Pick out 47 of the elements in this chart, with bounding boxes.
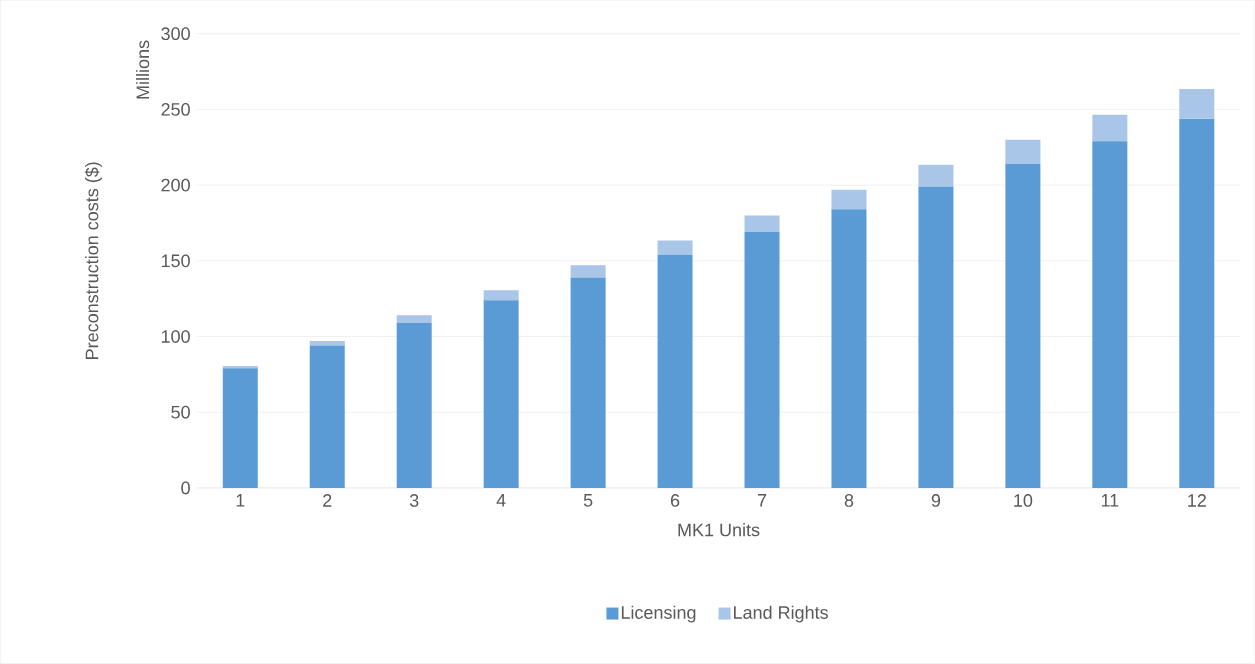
bar (744, 232, 780, 489)
x-tick-label: 6 (670, 494, 680, 508)
bar (1005, 139, 1041, 165)
bar (570, 277, 606, 489)
legend-label: Licensing (621, 605, 696, 623)
x-axis-title: MK1 Units (678, 523, 760, 537)
x-tick-label: 5 (583, 494, 593, 507)
y-tick-label: 50 (171, 405, 190, 419)
x-tick-label: 4 (496, 494, 506, 507)
bar (483, 300, 519, 489)
bar (1179, 118, 1215, 489)
bar (1005, 164, 1041, 489)
y-tick-label: 300 (161, 27, 190, 41)
x-tick-label: 8 (844, 494, 854, 508)
bar (918, 164, 954, 187)
y-tick-label: 0 (181, 481, 190, 495)
y-tick-label: 150 (161, 254, 190, 268)
x-tick-label: 1 (236, 494, 245, 507)
x-tick-label: 3 (409, 494, 419, 508)
legend-label: Land Rights (734, 605, 828, 623)
bar (1179, 89, 1215, 119)
bar (483, 290, 519, 301)
bar (396, 323, 432, 489)
x-tick-label: 10 (1014, 494, 1033, 508)
bar (396, 315, 432, 324)
x-tick-label: 2 (323, 494, 332, 507)
bar (918, 186, 954, 489)
y-tick-label: 200 (161, 178, 190, 192)
x-tick-label: 9 (931, 494, 941, 508)
bar (309, 345, 345, 489)
bar (657, 254, 693, 489)
bar (309, 341, 345, 346)
bar (657, 240, 693, 255)
x-tick-label: 11 (1101, 494, 1119, 507)
bar (1092, 114, 1128, 142)
bar (744, 215, 780, 233)
y-axis-title: Preconstruction costs ($) (84, 162, 102, 360)
y-tick-label: 100 (161, 330, 190, 344)
x-tick-label: 12 (1188, 494, 1206, 507)
bar (831, 209, 867, 489)
x-tick-label: 7 (757, 494, 767, 507)
bar (222, 368, 258, 489)
y-tick-label: 250 (161, 103, 190, 116)
bar (570, 265, 606, 278)
bar (1092, 141, 1128, 489)
bar (831, 189, 867, 210)
text: Millions (135, 40, 150, 99)
